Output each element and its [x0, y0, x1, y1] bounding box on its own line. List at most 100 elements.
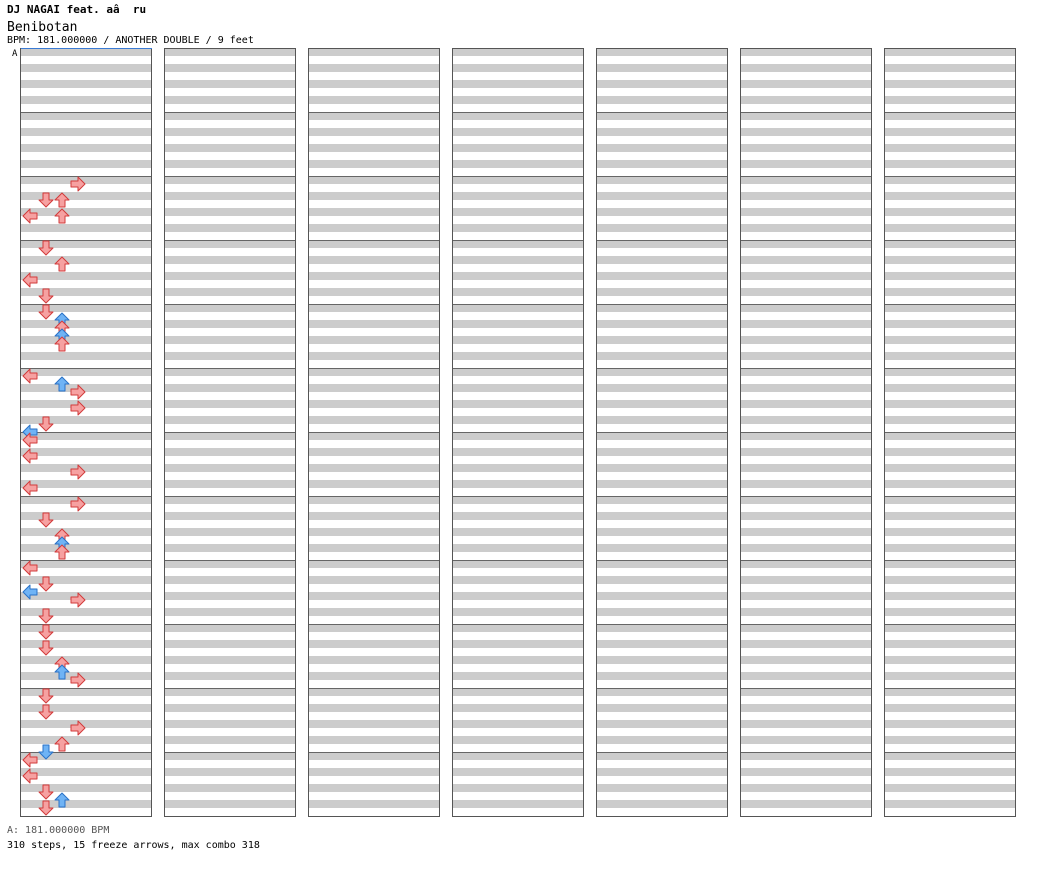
beat-stripe — [596, 168, 728, 176]
beat-stripe — [740, 496, 872, 504]
beat-stripe — [596, 304, 728, 312]
beat-stripe — [20, 608, 152, 616]
beat-stripe — [884, 328, 1016, 336]
beat-stripe — [308, 360, 440, 368]
beat-stripe — [452, 688, 584, 696]
beat-stripe — [596, 776, 728, 784]
beat-stripe — [308, 680, 440, 688]
beat-stripe — [596, 48, 728, 56]
beat-stripe — [20, 712, 152, 720]
beat-stripe — [20, 520, 152, 528]
beat-stripe — [884, 144, 1016, 152]
beat-stripe — [452, 240, 584, 248]
beat-stripe — [452, 64, 584, 72]
beat-stripe — [452, 712, 584, 720]
beat-stripe — [740, 688, 872, 696]
beat-stripe — [20, 728, 152, 736]
beat-stripe — [452, 616, 584, 624]
beat-stripe — [20, 256, 152, 264]
beat-stripe — [164, 688, 296, 696]
beat-stripe — [884, 664, 1016, 672]
beat-stripe — [164, 336, 296, 344]
beat-stripe — [164, 256, 296, 264]
beat-stripe — [884, 752, 1016, 760]
beat-stripe — [884, 168, 1016, 176]
beat-stripe — [740, 736, 872, 744]
beat-stripe — [884, 184, 1016, 192]
beat-stripe — [308, 304, 440, 312]
beat-stripe — [164, 448, 296, 456]
beat-stripe — [308, 128, 440, 136]
beat-stripe — [20, 592, 152, 600]
beat-stripe — [884, 80, 1016, 88]
beat-stripe — [596, 632, 728, 640]
beat-stripe — [452, 56, 584, 64]
beat-stripe — [164, 288, 296, 296]
beat-stripe — [884, 600, 1016, 608]
beat-stripe — [740, 696, 872, 704]
beat-stripe — [20, 416, 152, 424]
beat-stripe — [452, 744, 584, 752]
beat-stripe — [596, 312, 728, 320]
beat-stripe — [884, 240, 1016, 248]
beat-stripe — [20, 552, 152, 560]
beat-stripe — [308, 256, 440, 264]
beat-stripe — [164, 80, 296, 88]
beat-stripe — [164, 584, 296, 592]
beat-stripe — [884, 224, 1016, 232]
beat-stripe — [164, 552, 296, 560]
beat-stripe — [884, 808, 1016, 816]
beat-stripe — [164, 120, 296, 128]
beat-stripe — [596, 328, 728, 336]
beat-stripe — [740, 392, 872, 400]
beat-stripe — [452, 216, 584, 224]
chart-column-3 — [308, 48, 440, 817]
beat-stripe — [884, 688, 1016, 696]
beat-stripe — [164, 720, 296, 728]
beat-stripe — [740, 448, 872, 456]
beat-stripe — [452, 728, 584, 736]
beat-stripe — [308, 592, 440, 600]
beat-stripe — [164, 72, 296, 80]
beat-stripe — [164, 752, 296, 760]
beat-stripe — [452, 568, 584, 576]
beat-stripe — [20, 112, 152, 120]
beat-stripe — [20, 232, 152, 240]
beat-stripe — [164, 240, 296, 248]
beat-stripe — [596, 808, 728, 816]
beat-stripe — [20, 288, 152, 296]
beat-stripe — [596, 648, 728, 656]
beat-stripe — [452, 312, 584, 320]
beat-stripe — [308, 696, 440, 704]
beat-stripe — [308, 152, 440, 160]
beat-stripe — [884, 392, 1016, 400]
beat-stripe — [308, 432, 440, 440]
beat-stripe — [164, 392, 296, 400]
beat-stripe — [740, 560, 872, 568]
beat-stripe — [20, 216, 152, 224]
beat-stripe — [308, 456, 440, 464]
beat-stripe — [20, 424, 152, 432]
beat-stripe — [308, 376, 440, 384]
beat-stripe — [308, 320, 440, 328]
beat-stripe — [164, 664, 296, 672]
beat-stripe — [884, 136, 1016, 144]
beat-stripe — [596, 120, 728, 128]
beat-stripe — [20, 96, 152, 104]
beat-stripe — [740, 680, 872, 688]
beat-stripe — [740, 168, 872, 176]
beat-stripe — [740, 88, 872, 96]
beat-stripe — [308, 224, 440, 232]
beat-stripe — [164, 464, 296, 472]
beat-stripe — [164, 112, 296, 120]
beat-stripe — [308, 312, 440, 320]
beat-stripe — [164, 312, 296, 320]
beat-stripe — [740, 112, 872, 120]
beat-stripe — [740, 400, 872, 408]
beat-stripe — [20, 768, 152, 776]
beat-stripe — [308, 600, 440, 608]
beat-stripe — [740, 368, 872, 376]
beat-stripe — [740, 520, 872, 528]
beat-stripe — [452, 584, 584, 592]
beat-stripe — [164, 744, 296, 752]
